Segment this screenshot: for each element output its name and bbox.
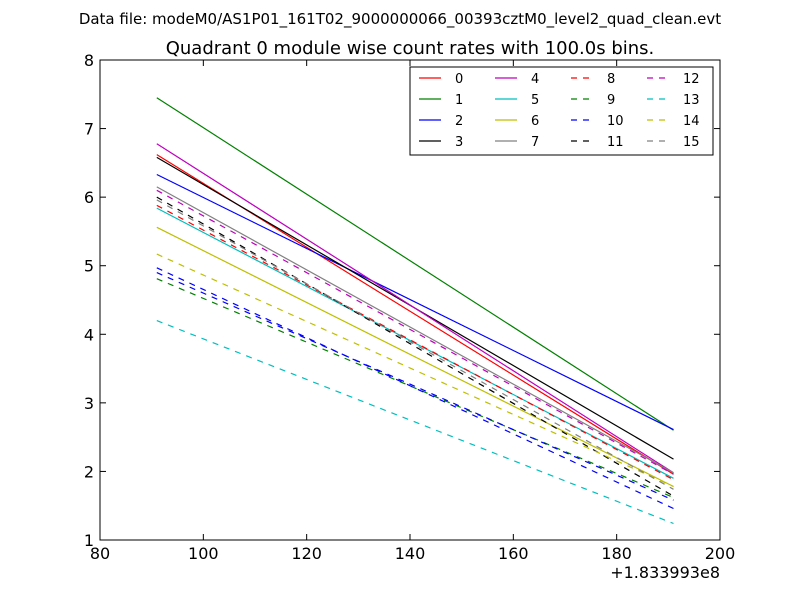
- series-line-extra-16: [156, 272, 674, 501]
- series-line-15: [156, 199, 674, 490]
- legend-label-4: 4: [531, 72, 539, 87]
- legend-label-12: 12: [683, 72, 700, 87]
- legend-box: [409, 66, 714, 156]
- legend-label-6: 6: [531, 114, 539, 129]
- series-line-1: [156, 97, 674, 431]
- y-tick-label: 8: [84, 51, 94, 70]
- legend-label-7: 7: [531, 135, 539, 150]
- x-tick-label: 160: [498, 544, 529, 563]
- y-tick-label: 3: [84, 394, 94, 413]
- series-line-12: [156, 189, 674, 475]
- legend-label-2: 2: [455, 114, 463, 129]
- x-tick-label: 80: [90, 544, 110, 563]
- series-layer: [156, 97, 674, 525]
- legend-label-3: 3: [455, 135, 463, 150]
- series-line-11: [156, 196, 674, 497]
- x-offset-label: +1.833993e8: [610, 563, 720, 582]
- legend-label-13: 13: [683, 93, 700, 108]
- y-tick-label: 1: [84, 531, 94, 550]
- x-tick-label: 120: [291, 544, 322, 563]
- y-tick-label: 4: [84, 325, 94, 344]
- legend-label-1: 1: [455, 93, 463, 108]
- legend-label-8: 8: [607, 72, 615, 87]
- legend-label-9: 9: [607, 93, 615, 108]
- series-line-6: [156, 226, 674, 488]
- y-tick-label: 7: [84, 120, 94, 139]
- x-tick-label: 140: [395, 544, 426, 563]
- legend-label-11: 11: [607, 135, 624, 150]
- chart-suptitle: Data file: modeM0/AS1P01_161T02_90000000…: [79, 10, 721, 29]
- legend-label-0: 0: [455, 72, 463, 87]
- series-line-8: [156, 204, 674, 481]
- legend-label-10: 10: [607, 114, 624, 129]
- chart-title: Quadrant 0 module wise count rates with …: [166, 38, 655, 59]
- series-line-7: [156, 186, 674, 474]
- series-line-9: [156, 278, 674, 499]
- series-line-4: [156, 143, 674, 474]
- x-tick-label: 200: [705, 544, 736, 563]
- series-line-14: [156, 253, 674, 488]
- legend-label-5: 5: [531, 93, 539, 108]
- y-tick-label: 5: [84, 257, 94, 276]
- series-line-2: [156, 173, 674, 431]
- y-tick-label: 6: [84, 188, 94, 207]
- legend-label-14: 14: [683, 114, 700, 129]
- legend-label-15: 15: [683, 135, 700, 150]
- y-tick-label: 2: [84, 462, 94, 481]
- x-tick-label: 100: [188, 544, 219, 563]
- x-tick-label: 180: [601, 544, 632, 563]
- series-line-13: [156, 320, 674, 525]
